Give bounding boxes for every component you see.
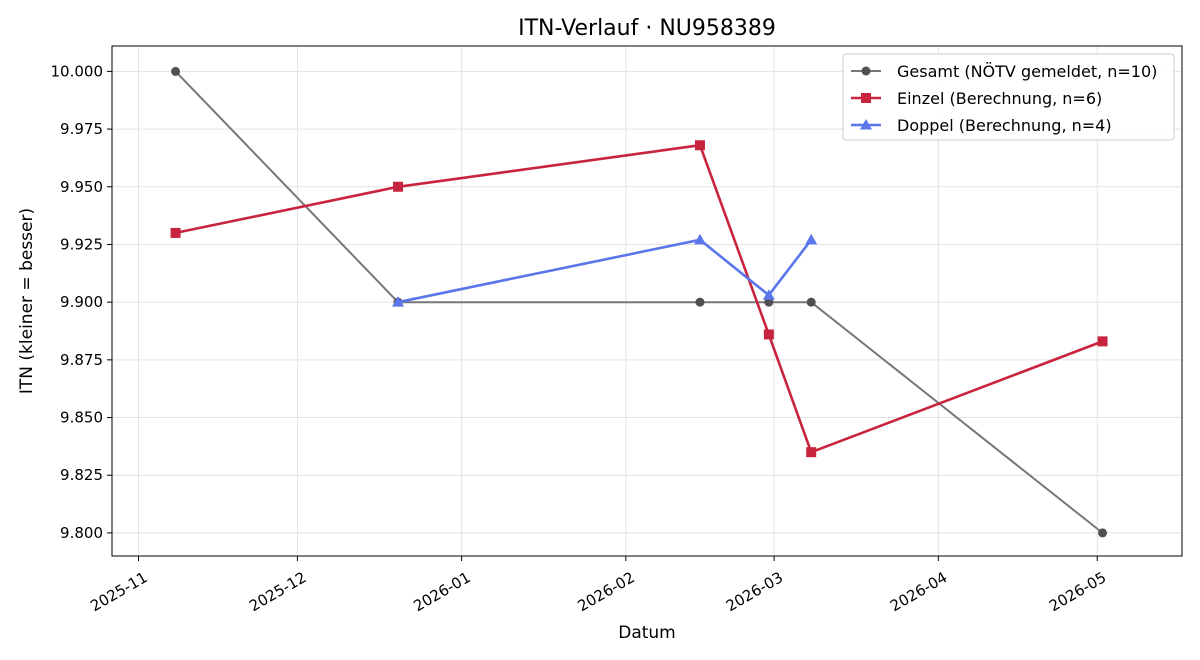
x-tick-label: 2025-11: [87, 568, 150, 615]
x-tick-label: 2025-12: [246, 568, 309, 615]
x-axis: 2025-11 2025-12 2026-01 2026-02 2026-03 2026-…: [87, 556, 1109, 615]
legend: Gesamt (NÖTV gemeldet, n=10) Einzel (Bere…: [842, 53, 1175, 141]
y-tick-label: 9.900: [60, 293, 103, 311]
legend-item: Gesamt (NÖTV gemeldet, n=10): [851, 62, 1157, 81]
series-3: [392, 233, 818, 307]
x-tick-label: 2026-01: [410, 568, 473, 615]
legend-item: Einzel (Berechnung, n=6): [851, 89, 1102, 108]
data-point: [694, 140, 705, 151]
plot-frame: [111, 45, 1183, 557]
y-axis-label: ITN (kleiner = besser): [17, 208, 37, 394]
data-point: [1098, 528, 1108, 538]
legend-item: Doppel (Berechnung, n=4): [851, 116, 1112, 135]
y-tick-label: 9.850: [60, 409, 103, 427]
data-point: [763, 329, 774, 340]
legend-box: [842, 53, 1175, 141]
data-point: [693, 233, 706, 245]
legend-label: Gesamt (NÖTV gemeldet, n=10): [897, 62, 1157, 81]
data-point: [393, 181, 404, 192]
y-tick-label: 9.925: [60, 235, 103, 253]
y-tick-label: 9.950: [60, 178, 103, 196]
legend-marker: [860, 119, 872, 130]
data-point: [392, 296, 405, 307]
data-point: [1097, 336, 1108, 347]
series-1: [171, 66, 1108, 538]
x-tick-label: 2026-04: [887, 568, 950, 615]
y-tick-label: 9.875: [60, 351, 103, 369]
legend-label: Doppel (Berechnung, n=4): [897, 116, 1112, 135]
series-line: [397, 238, 813, 304]
y-tick-label: 9.825: [60, 466, 103, 484]
y-tick-label: 9.800: [60, 524, 103, 542]
chart-title: ITN-Verlauf · NU958389: [518, 16, 776, 41]
x-axis-label: Datum: [618, 623, 676, 643]
x-tick-label: 2026-05: [1046, 568, 1109, 615]
series-layer: [170, 66, 1108, 538]
data-point: [764, 297, 774, 307]
data-point: [805, 233, 818, 245]
data-point: [806, 297, 816, 307]
data-point: [170, 227, 181, 238]
series-line: [175, 143, 1103, 454]
data-point: [762, 289, 775, 300]
y-tick-label: 10.000: [51, 62, 104, 80]
legend-label: Einzel (Berechnung, n=6): [897, 89, 1102, 108]
legend-marker: [861, 66, 871, 76]
legend-marker: [861, 93, 871, 103]
x-tick-label: 2026-02: [575, 568, 638, 615]
x-tick-label: 2026-03: [723, 568, 786, 615]
series-line: [174, 70, 1104, 534]
data-point: [806, 447, 817, 458]
y-tick-label: 9.975: [60, 120, 103, 138]
data-point: [171, 66, 181, 76]
series-2: [170, 140, 1108, 458]
y-axis: 9.800 9.825 9.850 9.875 9.900 9.925 9.950 9.975…: [51, 62, 112, 542]
data-point: [695, 297, 705, 307]
